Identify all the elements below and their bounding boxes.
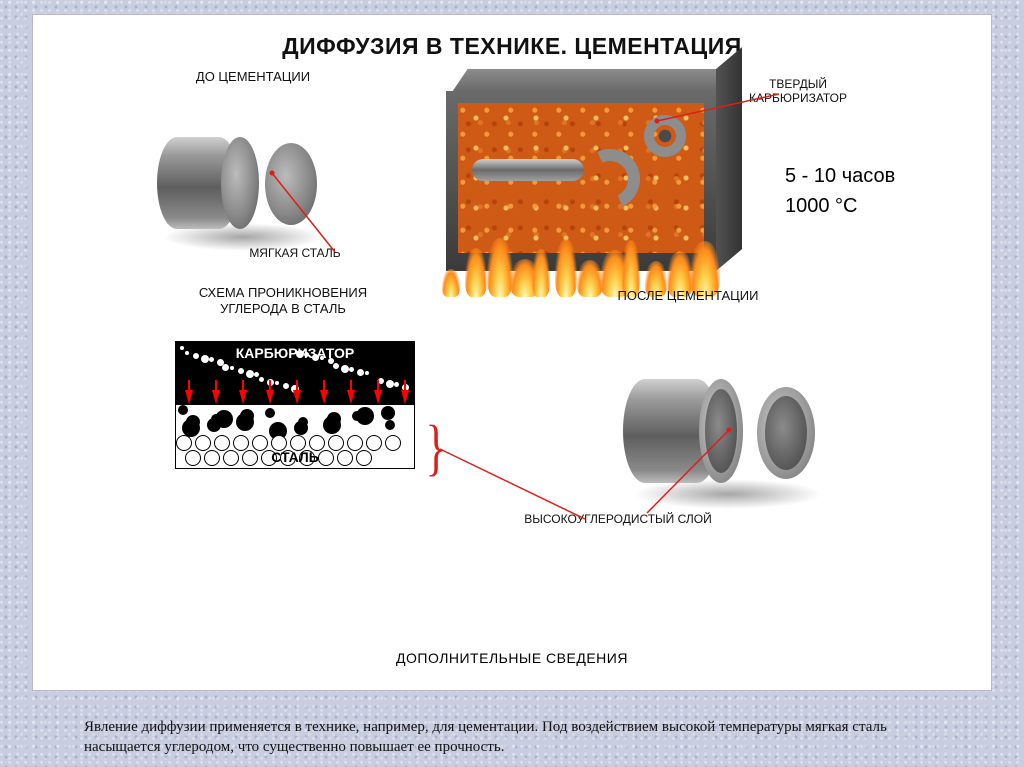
schema-carburizer-row: КАРБЮРИЗАТОР (175, 341, 415, 405)
label-soft-steel: МЯГКАЯ СТАЛЬ (235, 246, 355, 260)
schema: КАРБЮРИЗАТОР СТАЛЬ (175, 341, 415, 469)
process-info: 5 - 10 часов 1000 °C (785, 161, 895, 221)
cylinders-before (153, 131, 353, 241)
label-before: ДО ЦЕМЕНТАЦИИ (173, 69, 333, 85)
process-temperature: 1000 °C (785, 191, 895, 221)
process-duration: 5 - 10 часов (785, 161, 895, 191)
furnace (446, 91, 716, 271)
page-title: ДИФФУЗИЯ В ТЕХНИКЕ. ЦЕМЕНТАЦИЯ (69, 33, 955, 60)
extra-heading: ДОПОЛНИТЕЛЬНЫЕ СВЕДЕНИЯ (33, 650, 991, 666)
brace-icon: } (425, 413, 446, 484)
diagram-panel: ДИФФУЗИЯ В ТЕХНИКЕ. ЦЕМЕНТАЦИЯ ДО ЦЕМЕНТ… (32, 14, 992, 691)
footnote: Явление диффузии применяется в технике, … (84, 718, 940, 757)
cylinders-after (623, 379, 853, 499)
label-high-carbon: ВЫСОКОУГЛЕРОДИСТЫЙ СЛОЙ (503, 512, 733, 526)
label-after: ПОСЛЕ ЦЕМЕНТАЦИИ (593, 288, 783, 304)
label-schema-title: СХЕМА ПРОНИКНОВЕНИЯ УГЛЕРОДА В СТАЛЬ (153, 285, 413, 318)
schema-steel-row: СТАЛЬ (175, 405, 415, 469)
label-carburizer-solid: ТВЕРДЫЙ КАРБЮРИЗАТОР (733, 77, 863, 106)
